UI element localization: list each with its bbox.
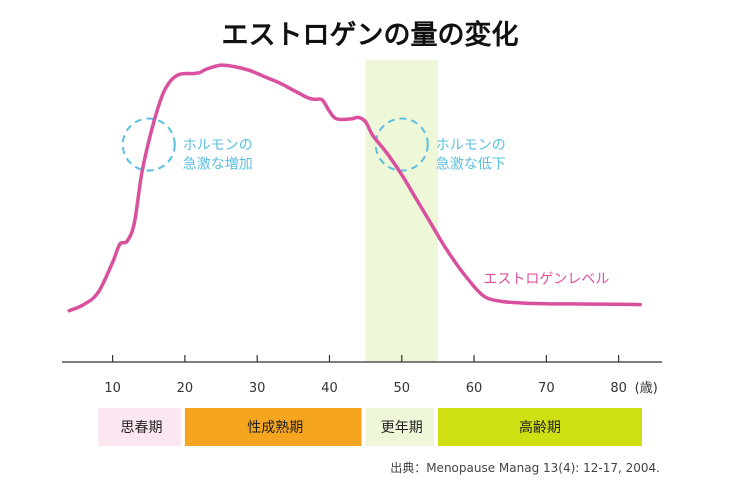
series-line-estrogen — [67, 63, 643, 313]
stage-box — [365, 408, 434, 446]
annotation-text: ホルモンの急激な低下 — [436, 138, 506, 173]
x-tick-label: 50 — [393, 381, 410, 396]
annotation-line: ホルモンの — [436, 138, 506, 154]
highlight-band-menopause — [365, 60, 438, 362]
stage-label: 思春期 — [121, 420, 163, 436]
x-tick-label: 60 — [466, 381, 483, 396]
stage-box — [437, 408, 642, 446]
x-tick-label: 10 — [104, 381, 121, 396]
stage-box — [98, 408, 181, 446]
source-citation: 出典：Menopause Manag 13(4): 12-17, 2004. — [390, 461, 660, 475]
x-tick-label: 40 — [321, 381, 338, 396]
stage-label: 更年期 — [381, 420, 423, 436]
x-axis-unit: (歳) — [635, 381, 658, 396]
x-tick-label: 80 — [610, 381, 627, 396]
annotation-line: 急激な低下 — [436, 156, 506, 173]
annotation-circle — [121, 117, 176, 172]
x-axis: 10 20 30 40 50 60 70 80 (歳) — [62, 355, 662, 396]
chart-title: エストロゲンの量の変化 — [222, 19, 519, 51]
stage-box — [184, 408, 362, 446]
annotation-line: ホルモンの — [183, 138, 253, 154]
highlight-band-layer — [365, 60, 438, 362]
series-label: エストロゲンレベル — [483, 271, 609, 287]
stage-label: 性成熟期 — [247, 420, 303, 436]
stage-label: 高齢期 — [519, 419, 561, 436]
annotation-text: ホルモンの急激な増加 — [183, 138, 253, 173]
life-stage-bar: 思春期 性成熟期 更年期 高齢期 — [98, 408, 642, 446]
annotation-circle — [374, 117, 429, 172]
x-tick-label: 20 — [177, 381, 194, 396]
annotation-line: 急激な増加 — [183, 156, 253, 173]
x-tick-label: 70 — [538, 381, 555, 396]
x-tick-label: 30 — [249, 381, 266, 396]
series-layer: エストロゲンレベル — [67, 63, 643, 313]
